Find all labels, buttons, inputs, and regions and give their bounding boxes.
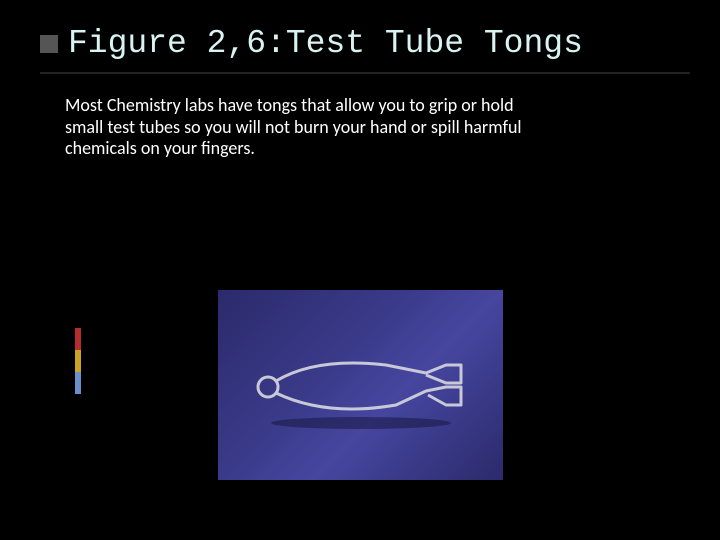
accent-bars: [75, 328, 81, 394]
tongs-image: [218, 290, 503, 480]
accent-bar-1: [75, 328, 81, 350]
accent-bar-3: [75, 372, 81, 394]
slide-title: Figure 2,6:Test Tube Tongs: [68, 25, 583, 62]
bullet-icon: [40, 35, 58, 53]
slide-body-text: Most Chemistry labs have tongs that allo…: [65, 95, 525, 160]
accent-bar-2: [75, 350, 81, 372]
title-block: Figure 2,6:Test Tube Tongs: [40, 25, 690, 74]
tongs-icon: [246, 335, 476, 435]
